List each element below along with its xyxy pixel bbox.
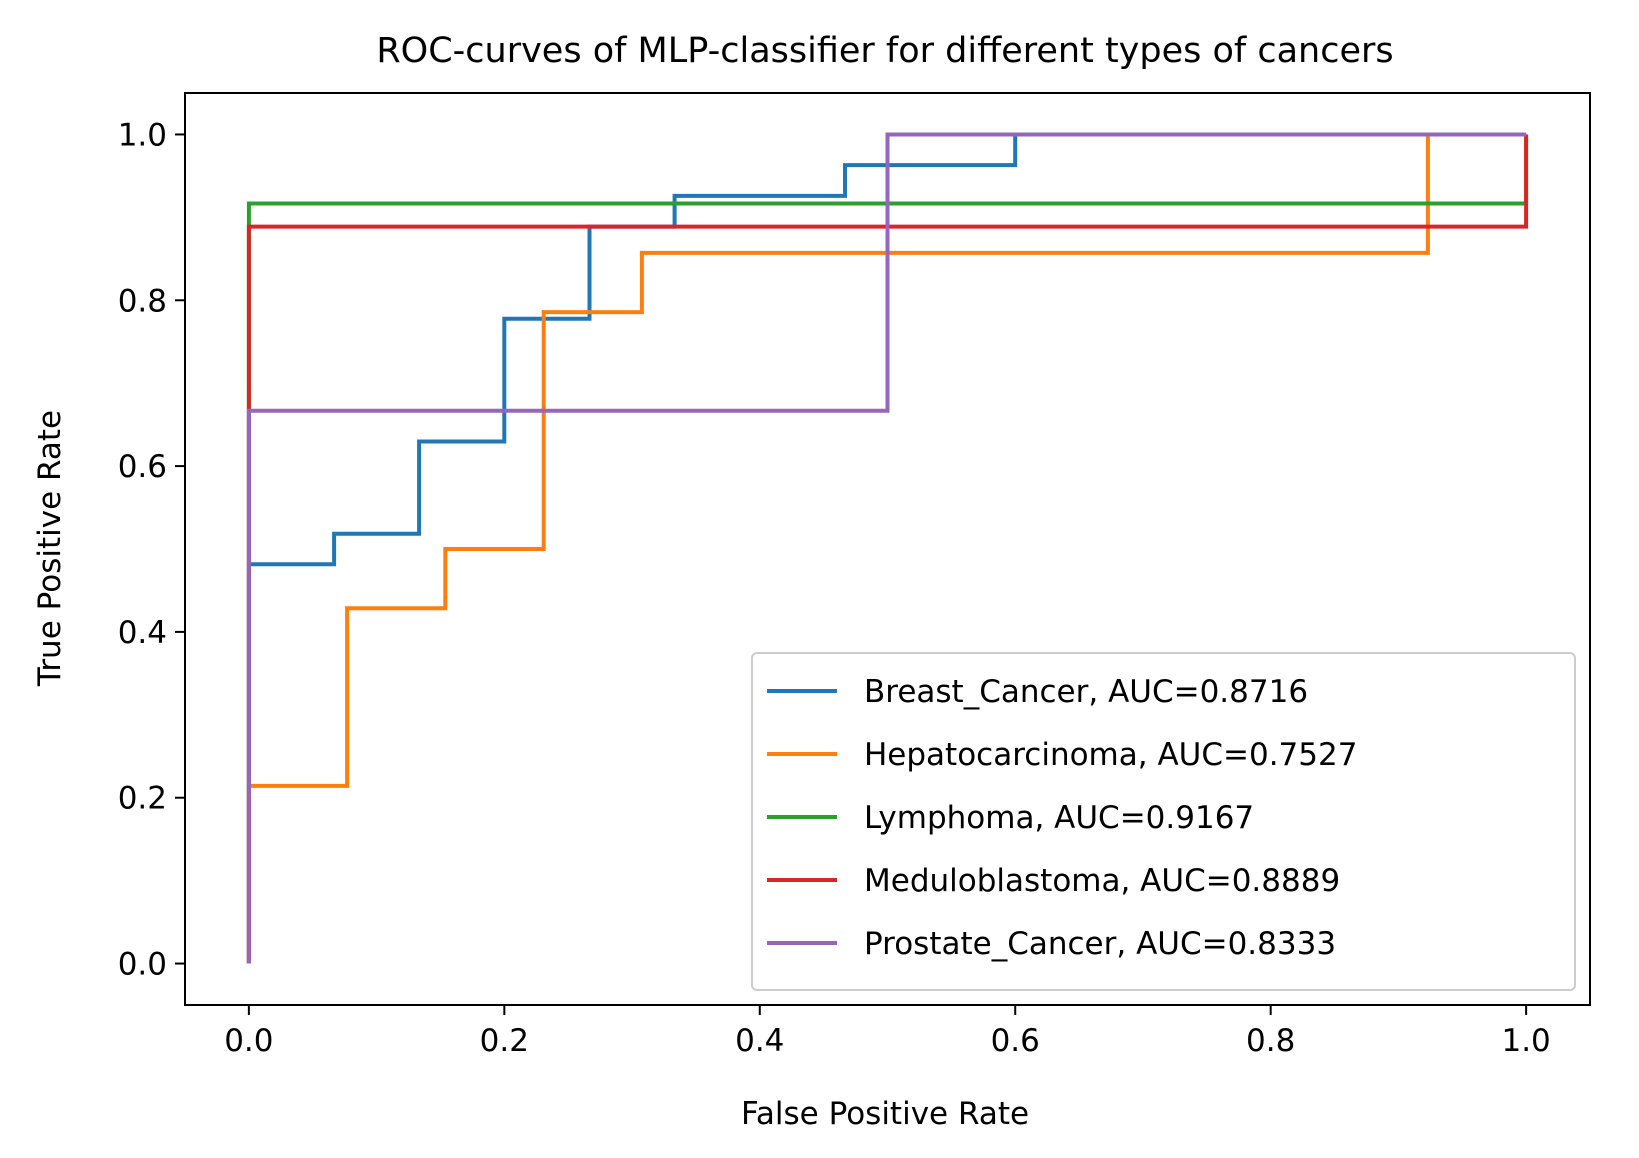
x-tick-label: 0.4 <box>735 1023 784 1059</box>
x-tick-label: 0.6 <box>991 1023 1040 1059</box>
x-axis-label: False Positive Rate <box>741 1096 1029 1132</box>
series-line-4 <box>246 132 1527 964</box>
y-tick-label: 1.0 <box>118 117 167 153</box>
x-tick-label: 0.2 <box>480 1023 529 1059</box>
x-axis-ticks: 0.0 0.2 0.4 0.6 0.8 1.0 <box>224 1005 1551 1059</box>
legend: Breast_Cancer, AUC=0.8716 Hepatocarcinoma… <box>751 652 1576 991</box>
y-tick-label: 0.6 <box>118 449 167 485</box>
series-line-1 <box>246 132 1527 964</box>
x-tick-label: 1.0 <box>1501 1023 1550 1059</box>
legend-label: Lymphoma, AUC=0.9167 <box>864 800 1254 836</box>
plot-area <box>184 92 1591 1006</box>
x-tick-label: 0.8 <box>1246 1023 1295 1059</box>
x-tick-label: 0.0 <box>224 1023 273 1059</box>
axes-frame <box>184 92 1591 1006</box>
legend-label: Breast_Cancer, AUC=0.8716 <box>864 674 1308 710</box>
y-tick-label: 0.0 <box>118 947 167 983</box>
legend-label: Prostate_Cancer, AUC=0.8333 <box>864 926 1336 962</box>
y-axis-ticks: 0.0 0.2 0.4 0.6 0.8 1.0 <box>118 117 185 983</box>
y-tick-label: 0.2 <box>118 781 167 817</box>
series-line-0 <box>246 132 1527 964</box>
y-tick-label: 0.4 <box>118 615 167 651</box>
legend-label: Meduloblastoma, AUC=0.8889 <box>864 863 1340 899</box>
legend-box <box>751 652 1576 991</box>
y-tick-label: 0.8 <box>118 283 167 319</box>
legend-label: Hepatocarcinoma, AUC=0.7527 <box>864 737 1357 773</box>
y-axis-label: True Positive Rate <box>32 410 68 687</box>
chart-title: ROC-curves of MLP-classifier for differe… <box>376 31 1393 71</box>
